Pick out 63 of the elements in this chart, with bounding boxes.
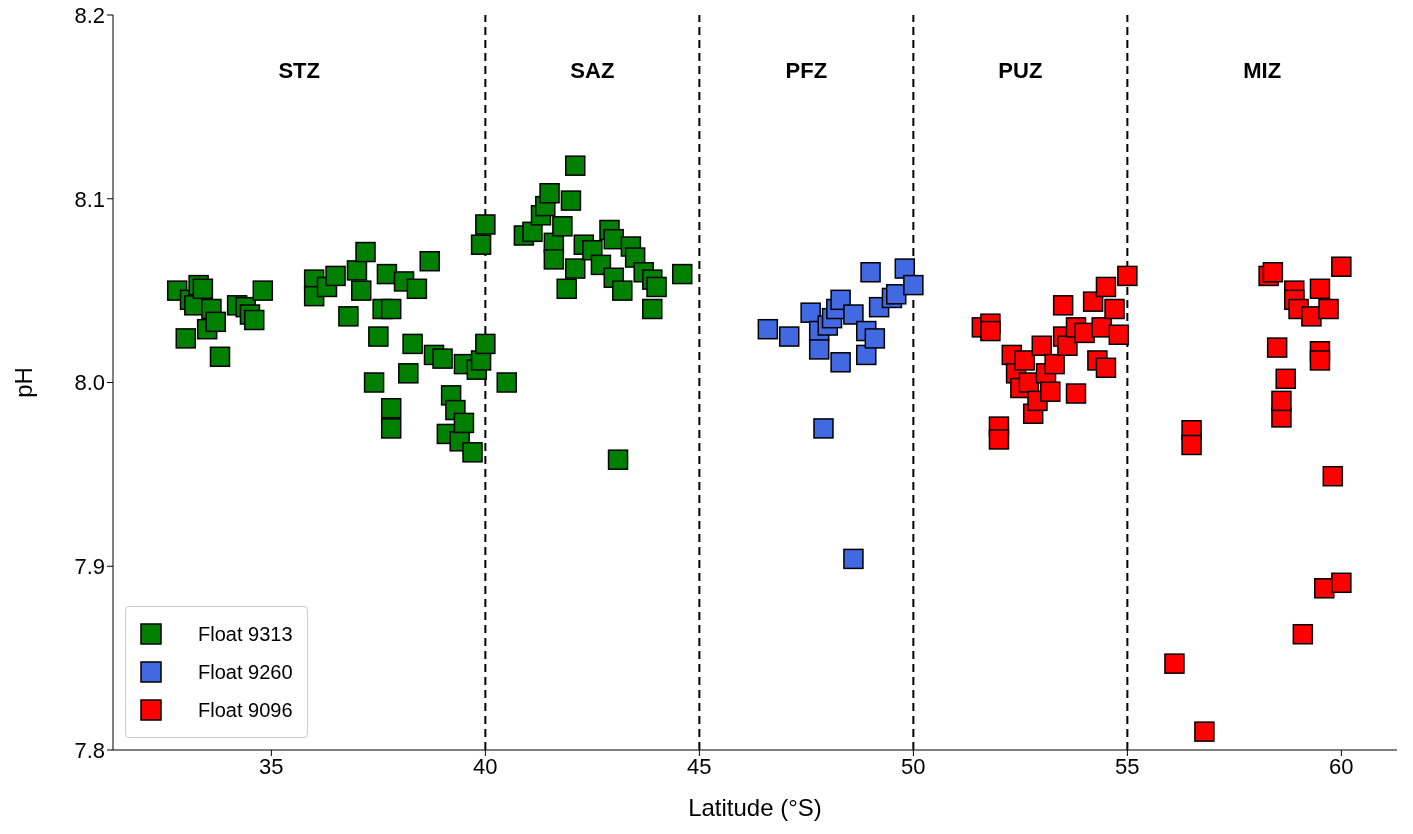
point bbox=[813, 418, 834, 439]
point bbox=[1065, 383, 1087, 404]
point bbox=[1108, 324, 1130, 345]
point bbox=[903, 274, 924, 296]
annotation: PFZ bbox=[785, 57, 828, 83]
point bbox=[1095, 276, 1117, 298]
y-axis-title: pH bbox=[9, 367, 37, 398]
annotation: STZ bbox=[278, 57, 320, 83]
point bbox=[864, 328, 886, 349]
y-tick-label: 8.0 bbox=[74, 370, 105, 396]
point bbox=[843, 548, 864, 570]
point bbox=[1181, 434, 1202, 456]
y-tick-label: 7.9 bbox=[74, 554, 105, 580]
point bbox=[778, 326, 800, 347]
point bbox=[800, 302, 821, 323]
x-tick-label: 50 bbox=[901, 753, 926, 779]
point bbox=[1309, 350, 1331, 371]
point bbox=[1057, 335, 1078, 356]
point bbox=[1031, 335, 1053, 356]
point bbox=[1318, 298, 1339, 320]
point bbox=[1091, 317, 1112, 338]
point bbox=[1262, 262, 1284, 283]
x-tick-label: 35 bbox=[259, 753, 284, 779]
y-tick-label: 8.2 bbox=[74, 2, 105, 28]
point bbox=[1292, 623, 1314, 645]
point bbox=[1014, 350, 1035, 371]
point bbox=[1309, 278, 1331, 300]
point bbox=[1095, 357, 1117, 379]
point bbox=[843, 304, 864, 325]
point bbox=[1331, 256, 1352, 277]
point bbox=[1082, 291, 1104, 312]
annotation: PUZ bbox=[998, 57, 1043, 83]
point bbox=[980, 320, 1001, 342]
x-axis-title: Latitude (°S) bbox=[688, 794, 822, 821]
x-tick-label: 45 bbox=[687, 753, 712, 779]
x-tick-label: 60 bbox=[1329, 753, 1354, 779]
point bbox=[1271, 390, 1292, 412]
point bbox=[1275, 368, 1296, 390]
point bbox=[1044, 353, 1065, 375]
point bbox=[1301, 306, 1322, 327]
point bbox=[1164, 653, 1185, 674]
point bbox=[757, 318, 779, 340]
y-tick-label: 7.8 bbox=[74, 737, 105, 763]
point bbox=[1266, 337, 1288, 358]
point bbox=[1052, 295, 1074, 316]
x-tick-label: 55 bbox=[1115, 753, 1140, 779]
legend-label: Float 9096 bbox=[198, 698, 293, 722]
point bbox=[830, 352, 851, 373]
y-tick-label: 8.1 bbox=[74, 186, 105, 212]
point bbox=[1104, 298, 1125, 320]
point bbox=[1117, 265, 1138, 287]
legend-label: Float 9260 bbox=[198, 660, 293, 684]
annotation: MIZ bbox=[1243, 57, 1282, 83]
point bbox=[988, 429, 1010, 450]
legend-label: Float 9313 bbox=[198, 622, 293, 646]
point bbox=[1194, 721, 1215, 742]
point bbox=[808, 339, 830, 360]
point bbox=[1322, 465, 1344, 487]
annotation: SAZ bbox=[570, 57, 615, 83]
point bbox=[1331, 572, 1352, 594]
x-tick-label: 40 bbox=[473, 753, 498, 779]
point bbox=[860, 262, 881, 283]
point bbox=[1040, 381, 1061, 402]
